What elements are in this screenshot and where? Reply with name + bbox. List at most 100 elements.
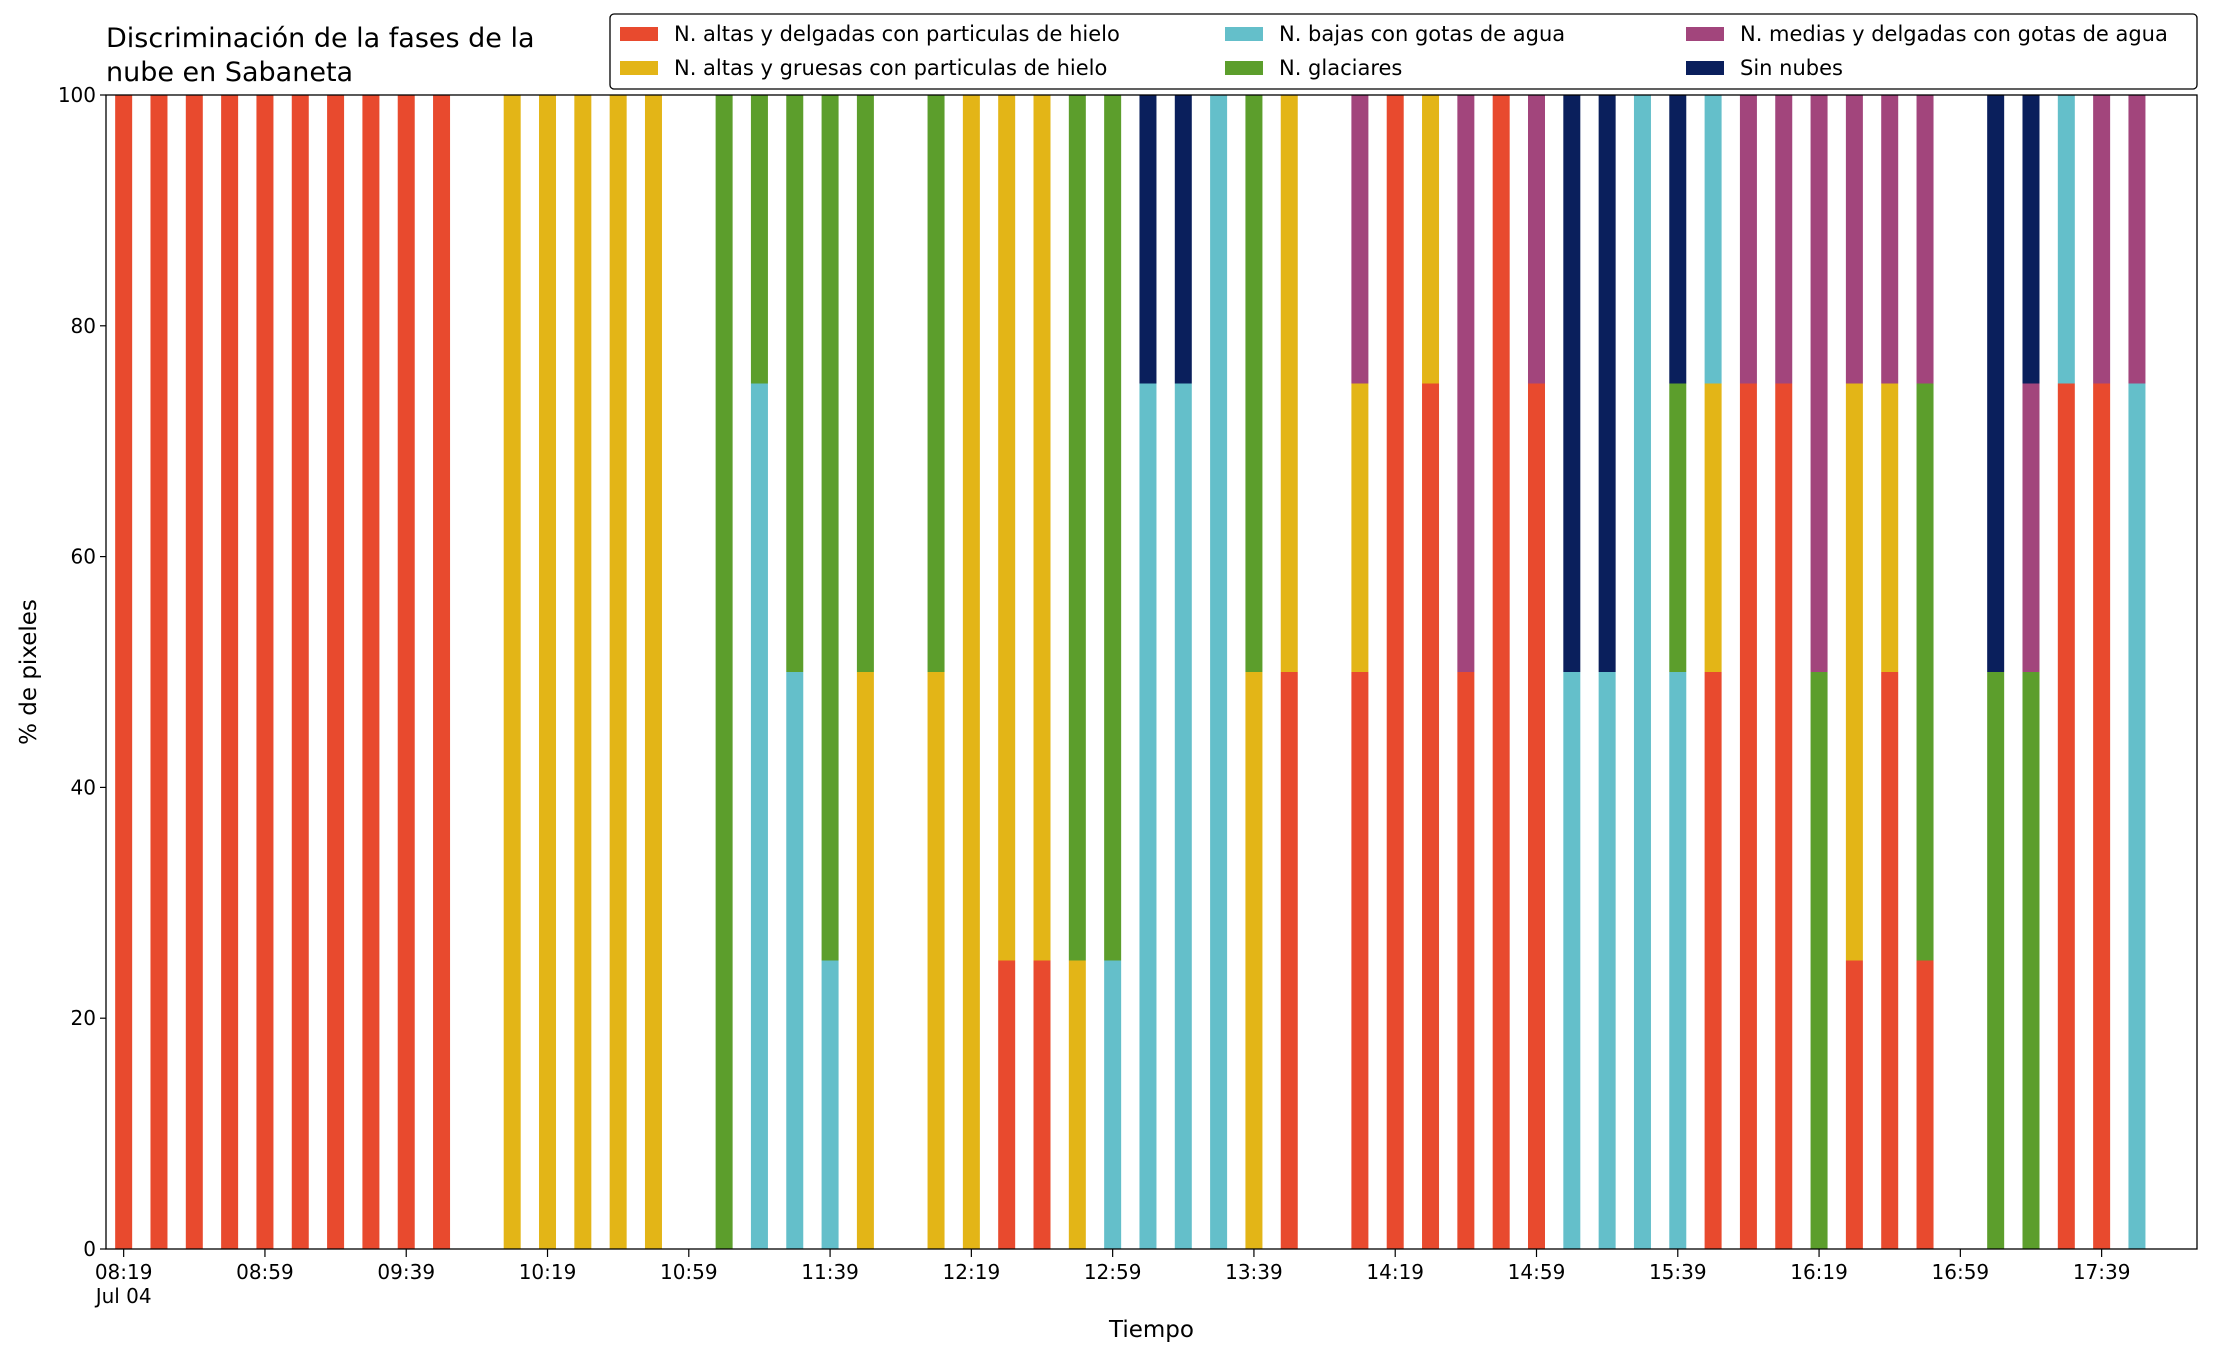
- bar-segment: [1033, 960, 1051, 1249]
- legend-label: N. altas y gruesas con particulas de hie…: [674, 56, 1107, 80]
- legend-swatch: [1686, 61, 1724, 75]
- bar-segment: [1987, 95, 2005, 672]
- bar-segment: [1916, 383, 1934, 961]
- bar-segment: [1457, 95, 1475, 672]
- bar-segment: [1916, 95, 1934, 384]
- bar-segment: [1245, 95, 1263, 672]
- bar-segment: [256, 95, 274, 1249]
- bar-segment: [1881, 383, 1899, 672]
- bar-segment: [2093, 95, 2111, 384]
- bar-segment: [1810, 672, 1828, 1249]
- bar-segment: [1810, 95, 1828, 672]
- bar-segment: [1845, 383, 1863, 961]
- x-axis-label: Tiempo: [1108, 1317, 1194, 1343]
- y-tick-label: 40: [71, 775, 96, 799]
- bar-segment: [1351, 95, 1369, 384]
- bar-segment: [1563, 95, 1581, 672]
- bar-segment: [2022, 383, 2040, 672]
- bar-segment: [1104, 960, 1122, 1249]
- bar-segment: [715, 95, 733, 1249]
- bar-segment: [1881, 672, 1899, 1249]
- x-tick-label: 17:39: [2073, 1260, 2131, 1284]
- legend-swatch: [620, 61, 658, 75]
- x-tick-label: 16:19: [1790, 1260, 1848, 1284]
- bar-segment: [821, 960, 839, 1249]
- bar-segment: [1704, 383, 1722, 672]
- bar-segment: [998, 960, 1016, 1249]
- x-tick-label: 16:59: [1932, 1260, 1990, 1284]
- bar-segment: [574, 95, 592, 1249]
- bar-segment: [1422, 95, 1440, 384]
- bar-segment: [1704, 95, 1722, 384]
- bar-segment: [1104, 95, 1122, 961]
- bar-segment: [856, 95, 874, 672]
- x-tick-label: 14:59: [1508, 1260, 1566, 1284]
- bar-segment: [1245, 672, 1263, 1249]
- bar-segment: [1739, 383, 1757, 1249]
- bar-segment: [1492, 95, 1510, 1249]
- legend-label: Sin nubes: [1740, 56, 1843, 80]
- x-tick-label: 08:19: [95, 1260, 153, 1284]
- bar-segment: [786, 672, 804, 1249]
- bar-segment: [539, 95, 557, 1249]
- bar-segment: [644, 95, 662, 1249]
- bar-segment: [1669, 95, 1687, 384]
- bar-segment: [2128, 95, 2146, 384]
- bar-segment: [1386, 95, 1404, 1249]
- y-tick-label: 100: [58, 83, 96, 107]
- bar-segment: [1457, 672, 1475, 1249]
- bar-segment: [927, 95, 945, 672]
- x-tick-label: 10:19: [519, 1260, 577, 1284]
- bar-segment: [998, 95, 1016, 961]
- bar-segment: [362, 95, 380, 1249]
- bar-segment: [1422, 383, 1440, 1249]
- y-tick-label: 80: [71, 314, 96, 338]
- legend-label: N. glaciares: [1279, 56, 1402, 80]
- bar-segment: [2057, 95, 2075, 384]
- bar-segment: [1210, 95, 1228, 1249]
- bar-segment: [1280, 672, 1298, 1249]
- x-tick-label: 10:59: [660, 1260, 718, 1284]
- x-tick-label: 13:39: [1225, 1260, 1283, 1284]
- x-tick-label: 08:59: [236, 1260, 294, 1284]
- legend-label: N. medias y delgadas con gotas de agua: [1740, 22, 2168, 46]
- bar-segment: [2057, 383, 2075, 1249]
- bar-segment: [2093, 383, 2111, 1249]
- y-tick-label: 60: [71, 545, 96, 569]
- plot-frame: [105, 94, 2198, 1250]
- bar-segment: [291, 95, 309, 1249]
- legend-box: [609, 13, 2198, 90]
- bar-segment: [1845, 960, 1863, 1249]
- y-tick-label: 20: [71, 1006, 96, 1030]
- bar-segment: [185, 95, 203, 1249]
- bar-segment: [1174, 383, 1192, 1249]
- bar-segment: [1881, 95, 1899, 384]
- bar-segment: [1139, 383, 1157, 1249]
- bar-segment: [1775, 383, 1793, 1249]
- bar-segment: [1563, 672, 1581, 1249]
- bar-segment: [750, 383, 768, 1249]
- bar-segment: [2022, 672, 2040, 1249]
- bar-segment: [1068, 960, 1086, 1249]
- y-tick-label: 0: [83, 1237, 96, 1261]
- bar-segment: [1068, 95, 1086, 961]
- bar-segment: [1351, 672, 1369, 1249]
- bar-segment: [1987, 672, 2005, 1249]
- bar-segment: [1598, 95, 1616, 672]
- x-tick-label: 15:39: [1649, 1260, 1707, 1284]
- bar-segment: [1845, 95, 1863, 384]
- x-tick-date: Jul 04: [94, 1284, 152, 1308]
- bar-segment: [609, 95, 627, 1249]
- bar-segment: [150, 95, 168, 1249]
- bar-segment: [1633, 95, 1651, 1249]
- bar-segment: [433, 95, 451, 1249]
- x-tick-label: 14:19: [1366, 1260, 1424, 1284]
- bar-segment: [1598, 672, 1616, 1249]
- chart-title: Discriminación de la fases de la nube en…: [106, 23, 535, 88]
- bar-segment: [786, 95, 804, 672]
- bar-segment: [1669, 383, 1687, 672]
- x-tick-label: 12:59: [1084, 1260, 1142, 1284]
- bar-segment: [927, 672, 945, 1249]
- legend-swatch: [1225, 61, 1263, 75]
- legend-label: N. bajas con gotas de agua: [1279, 22, 1565, 46]
